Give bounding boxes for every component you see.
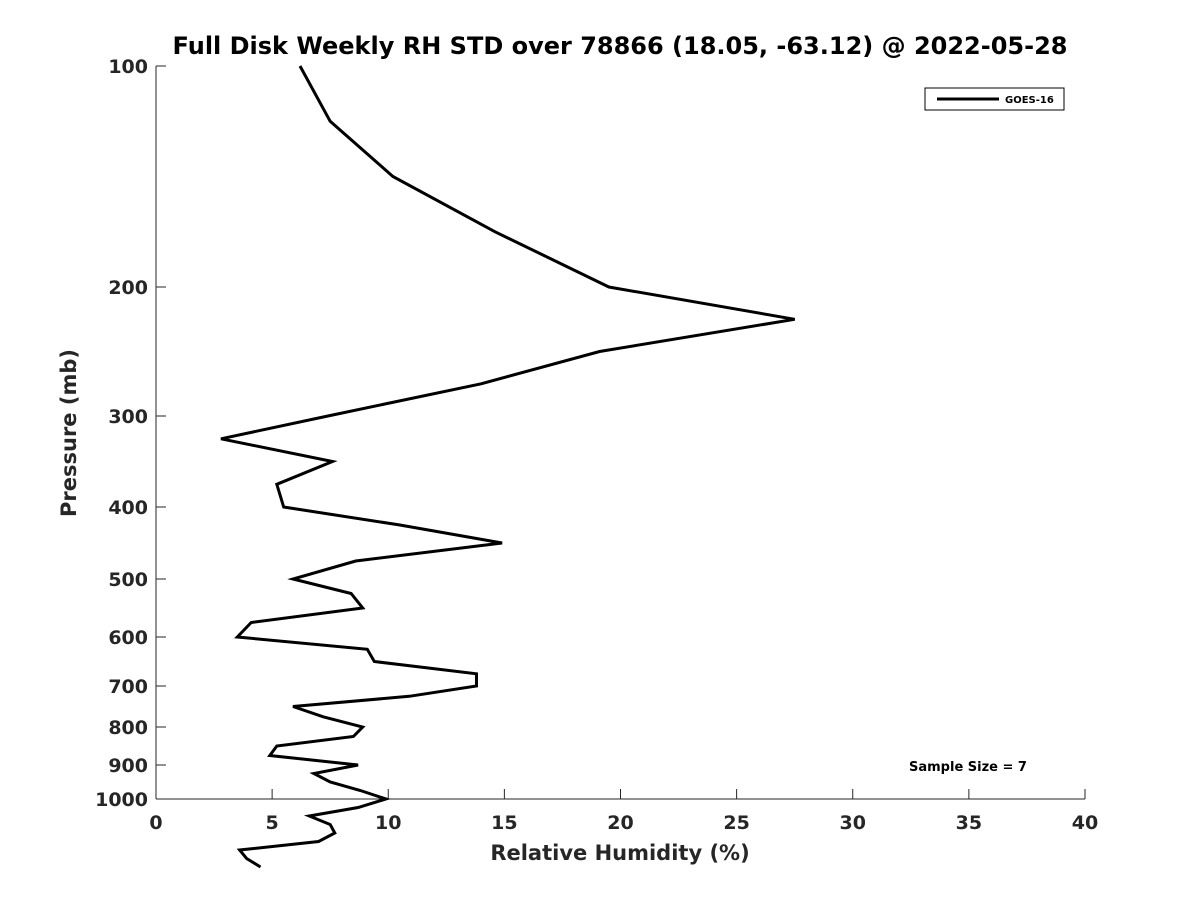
sample-size-annotation: Sample Size = 7 <box>909 760 1027 775</box>
legend-label: GOES-16 <box>1005 95 1054 106</box>
y-tick-label: 200 <box>108 277 148 299</box>
x-ticks: 0 5 10 15 20 25 30 35 40 <box>149 789 1098 834</box>
y-tick-label: 600 <box>108 627 148 649</box>
x-tick-label: 25 <box>723 812 749 834</box>
x-tick-label: 5 <box>266 812 279 834</box>
chart-title: Full Disk Weekly RH STD over 78866 (18.0… <box>173 32 1068 60</box>
x-tick-label: 10 <box>375 812 401 834</box>
y-tick-label: 800 <box>108 717 148 739</box>
x-tick-label: 15 <box>491 812 517 834</box>
y-tick-label: 1000 <box>95 789 148 811</box>
y-tick-label: 300 <box>108 406 148 428</box>
x-tick-label: 40 <box>1072 812 1098 834</box>
x-tick-label: 0 <box>149 812 162 834</box>
plot-area <box>156 66 1085 799</box>
x-axis-label: Relative Humidity (%) <box>490 841 749 865</box>
x-tick-label: 20 <box>607 812 633 834</box>
x-tick-label: 30 <box>840 812 866 834</box>
x-tick-label: 35 <box>956 812 982 834</box>
legend: GOES-16 <box>924 87 1065 111</box>
y-tick-label: 900 <box>108 755 148 777</box>
y-tick-label: 700 <box>108 676 148 698</box>
y-tick-label: 100 <box>108 56 148 78</box>
series-line-goes-16 <box>220 65 795 869</box>
y-tick-label: 500 <box>108 569 148 591</box>
y-ticks: 100 200 300 400 500 600 700 800 900 1000 <box>95 56 166 811</box>
y-tick-label: 400 <box>108 497 148 519</box>
series-layer <box>220 65 795 869</box>
y-axis-label: Pressure (mb) <box>57 349 81 517</box>
